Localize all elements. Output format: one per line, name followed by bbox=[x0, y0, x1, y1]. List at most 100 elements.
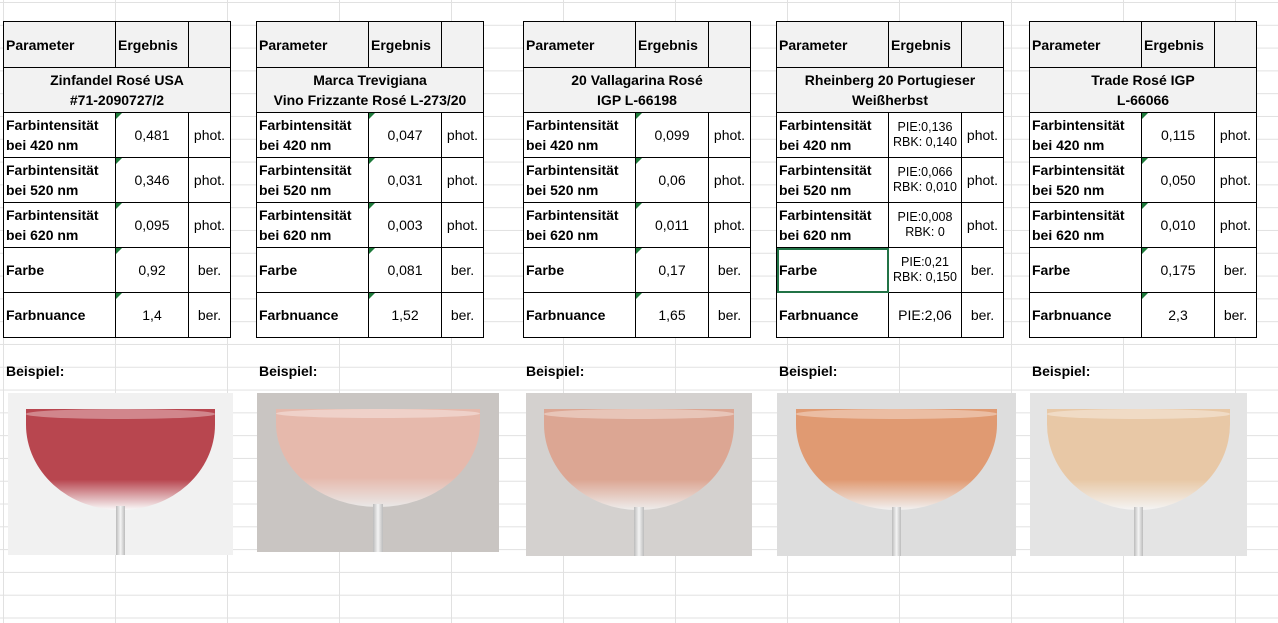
value-cell[interactable]: PIE:2,06 bbox=[888, 292, 962, 338]
param-cell[interactable]: Farbintensität bei 420 nm bbox=[776, 112, 889, 158]
param-cell[interactable]: Farbe bbox=[523, 247, 636, 293]
value-cell[interactable]: 0,346 bbox=[115, 157, 189, 203]
value-cell[interactable]: 1,52 bbox=[368, 292, 442, 338]
header-parameter[interactable]: Parameter bbox=[523, 21, 636, 68]
unit-cell[interactable]: phot. bbox=[188, 202, 231, 248]
wine-glass-photo[interactable] bbox=[1030, 393, 1247, 556]
param-cell[interactable]: Farbintensität bei 420 nm bbox=[1029, 112, 1142, 158]
value-cell[interactable]: 0,115 bbox=[1141, 112, 1215, 158]
wine-title[interactable]: Zinfandel Rosé USA #71-2090727/2 bbox=[3, 67, 231, 113]
value-cell[interactable]: 0,099 bbox=[635, 112, 709, 158]
wine-glass-photo[interactable] bbox=[526, 393, 752, 556]
wine-glass-photo[interactable] bbox=[777, 393, 1016, 556]
value-cell[interactable]: 0,011 bbox=[635, 202, 709, 248]
header-ergebnis[interactable]: Ergebnis bbox=[115, 21, 189, 68]
unit-cell[interactable]: ber. bbox=[1214, 292, 1257, 338]
param-cell[interactable]: Farbe bbox=[256, 247, 369, 293]
wine-glass-photo[interactable] bbox=[257, 393, 499, 552]
value-cell[interactable]: 0,06 bbox=[635, 157, 709, 203]
unit-cell[interactable]: ber. bbox=[1214, 247, 1257, 293]
param-cell[interactable]: Farbe bbox=[3, 247, 116, 293]
param-cell[interactable]: Farbintensität bei 420 nm bbox=[523, 112, 636, 158]
value-cell[interactable]: PIE:0,136 RBK: 0,140 bbox=[888, 112, 962, 158]
param-cell[interactable]: Farbintensität bei 620 nm bbox=[1029, 202, 1142, 248]
unit-cell[interactable]: ber. bbox=[441, 247, 484, 293]
unit-cell[interactable]: phot. bbox=[708, 112, 751, 158]
param-cell[interactable]: Farbintensität bei 520 nm bbox=[1029, 157, 1142, 203]
unit-cell[interactable]: phot. bbox=[441, 112, 484, 158]
header-empty[interactable] bbox=[441, 21, 484, 68]
param-cell[interactable]: Farbnuance bbox=[3, 292, 116, 338]
unit-cell[interactable]: phot. bbox=[441, 202, 484, 248]
unit-cell[interactable]: phot. bbox=[188, 112, 231, 158]
value-cell[interactable]: 0,095 bbox=[115, 202, 189, 248]
value-cell[interactable]: 0,92 bbox=[115, 247, 189, 293]
header-empty[interactable] bbox=[188, 21, 231, 68]
unit-cell[interactable]: phot. bbox=[1214, 112, 1257, 158]
value-cell[interactable]: 0,050 bbox=[1141, 157, 1215, 203]
unit-cell[interactable]: ber. bbox=[961, 292, 1004, 338]
wine-title[interactable]: 20 Vallagarina Rosé IGP L-66198 bbox=[523, 67, 751, 113]
value-cell[interactable]: 1,4 bbox=[115, 292, 189, 338]
value-cell[interactable]: 1,65 bbox=[635, 292, 709, 338]
param-cell[interactable]: Farbintensität bei 520 nm bbox=[3, 157, 116, 203]
param-cell[interactable]: Farbintensität bei 520 nm bbox=[776, 157, 889, 203]
wine-glass-photo[interactable] bbox=[8, 393, 233, 555]
unit-cell[interactable]: ber. bbox=[441, 292, 484, 338]
param-cell[interactable]: Farbintensität bei 520 nm bbox=[256, 157, 369, 203]
header-ergebnis[interactable]: Ergebnis bbox=[888, 21, 962, 68]
value-cell[interactable]: 0,031 bbox=[368, 157, 442, 203]
param-cell[interactable]: Farbnuance bbox=[523, 292, 636, 338]
header-ergebnis[interactable]: Ergebnis bbox=[1141, 21, 1215, 68]
unit-cell[interactable]: phot. bbox=[708, 157, 751, 203]
param-cell[interactable]: Farbintensität bei 620 nm bbox=[256, 202, 369, 248]
value-cell[interactable]: PIE:0,008 RBK: 0 bbox=[888, 202, 962, 248]
unit-cell[interactable]: phot. bbox=[961, 202, 1004, 248]
unit-cell[interactable]: ber. bbox=[188, 247, 231, 293]
param-cell[interactable]: Farbnuance bbox=[256, 292, 369, 338]
param-cell[interactable]: Farbintensität bei 620 nm bbox=[776, 202, 889, 248]
param-cell[interactable]: Farbintensität bei 420 nm bbox=[3, 112, 116, 158]
unit-cell[interactable]: phot. bbox=[708, 202, 751, 248]
header-parameter[interactable]: Parameter bbox=[776, 21, 889, 68]
unit-cell[interactable]: phot. bbox=[1214, 202, 1257, 248]
unit-cell[interactable]: phot. bbox=[961, 157, 1004, 203]
param-cell-selected[interactable]: Farbe bbox=[776, 247, 889, 293]
unit-cell[interactable]: phot. bbox=[441, 157, 484, 203]
value-cell[interactable]: 2,3 bbox=[1141, 292, 1215, 338]
value-cell[interactable]: 0,003 bbox=[368, 202, 442, 248]
value-cell[interactable]: 0,481 bbox=[115, 112, 189, 158]
unit-cell[interactable]: ber. bbox=[961, 247, 1004, 293]
value-cell[interactable]: PIE:0,21 RBK: 0,150 bbox=[888, 247, 962, 293]
param-cell[interactable]: Farbintensität bei 420 nm bbox=[256, 112, 369, 158]
param-cell[interactable]: Farbintensität bei 620 nm bbox=[523, 202, 636, 248]
header-parameter[interactable]: Parameter bbox=[3, 21, 116, 68]
header-ergebnis[interactable]: Ergebnis bbox=[635, 21, 709, 68]
value-cell[interactable]: PIE:0,066 RBK: 0,010 bbox=[888, 157, 962, 203]
unit-cell[interactable]: ber. bbox=[708, 292, 751, 338]
unit-cell[interactable]: phot. bbox=[188, 157, 231, 203]
value-cell[interactable]: 0,010 bbox=[1141, 202, 1215, 248]
header-parameter[interactable]: Parameter bbox=[1029, 21, 1142, 68]
header-empty[interactable] bbox=[961, 21, 1004, 68]
wine-title[interactable]: Marca Trevigiana Vino Frizzante Rosé L-27… bbox=[256, 67, 484, 113]
value-cell[interactable]: 0,081 bbox=[368, 247, 442, 293]
unit-cell[interactable]: ber. bbox=[708, 247, 751, 293]
param-cell[interactable]: Farbe bbox=[1029, 247, 1142, 293]
param-cell[interactable]: Farbintensität bei 620 nm bbox=[3, 202, 116, 248]
value-cell[interactable]: 0,175 bbox=[1141, 247, 1215, 293]
param-cell[interactable]: Farbnuance bbox=[776, 292, 889, 338]
header-empty[interactable] bbox=[708, 21, 751, 68]
param-cell[interactable]: Farbnuance bbox=[1029, 292, 1142, 338]
header-empty[interactable] bbox=[1214, 21, 1257, 68]
value-cell[interactable]: 0,047 bbox=[368, 112, 442, 158]
header-parameter[interactable]: Parameter bbox=[256, 21, 369, 68]
value-cell[interactable]: 0,17 bbox=[635, 247, 709, 293]
unit-cell[interactable]: phot. bbox=[1214, 157, 1257, 203]
header-ergebnis[interactable]: Ergebnis bbox=[368, 21, 442, 68]
unit-cell[interactable]: phot. bbox=[961, 112, 1004, 158]
wine-title[interactable]: Trade Rosé IGP L-66066 bbox=[1029, 67, 1257, 113]
param-cell[interactable]: Farbintensität bei 520 nm bbox=[523, 157, 636, 203]
wine-title[interactable]: Rheinberg 20 Portugieser Weißherbst bbox=[776, 67, 1004, 113]
unit-cell[interactable]: ber. bbox=[188, 292, 231, 338]
